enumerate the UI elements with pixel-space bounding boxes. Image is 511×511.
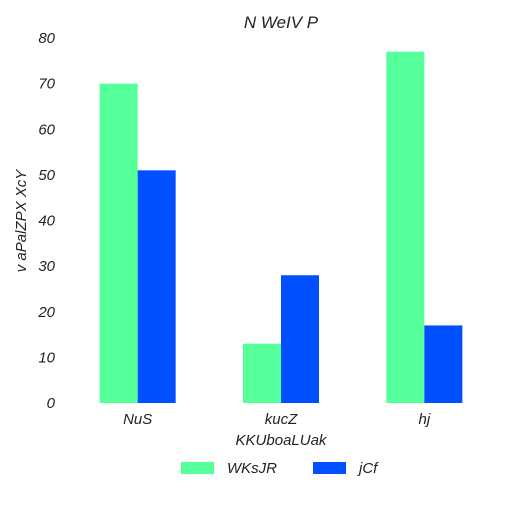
y-axis-ticks: 0 10 20 30 40 50 60 70 80 (37, 30, 55, 412)
bar-jCf-NuS (137, 170, 176, 403)
bar-jCf-hj (424, 325, 463, 403)
y-tick-label: 30 (38, 258, 55, 275)
chart-title: N WeIV P (244, 13, 319, 32)
x-axis-label: KKUboaLUak (236, 432, 328, 449)
bars (99, 51, 463, 403)
y-tick-label: 20 (37, 304, 55, 321)
bar-WKsJR-hj (386, 51, 425, 403)
legend-label-jCf: jCf (357, 460, 379, 477)
x-tick-label: kucZ (265, 411, 298, 428)
y-tick-label: 70 (38, 76, 55, 93)
legend-label-WKsJR: WKsJR (227, 460, 277, 477)
bar-WKsJR-NuS (99, 83, 138, 403)
x-tick-label: hj (418, 411, 430, 428)
y-tick-label: 50 (38, 167, 55, 184)
legend: WKsJR jCf (181, 460, 379, 477)
y-tick-label: 60 (38, 121, 55, 138)
y-tick-label: 80 (38, 30, 55, 47)
y-axis-label: v aPalZPX XcY (13, 169, 30, 273)
legend-swatch-jCf (313, 462, 346, 474)
x-tick-label: NuS (123, 411, 152, 428)
legend-swatch-WKsJR (181, 462, 214, 474)
bar-WKsJR-kucZ (243, 343, 281, 403)
bar-jCf-kucZ (281, 275, 319, 403)
y-tick-label: 0 (47, 395, 56, 412)
x-axis-ticks: NuS kucZ hj (123, 411, 431, 428)
y-tick-label: 40 (38, 213, 55, 230)
y-tick-label: 10 (38, 349, 55, 366)
